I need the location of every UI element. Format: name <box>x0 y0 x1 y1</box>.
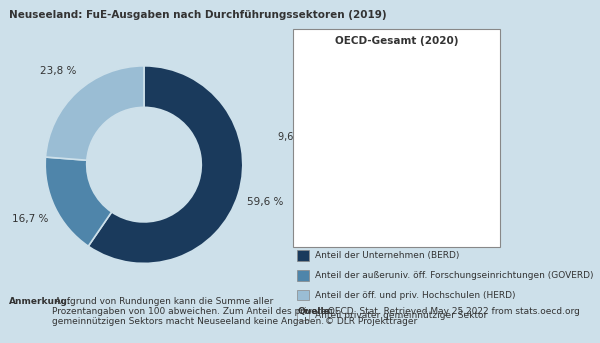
Text: 71,5 %: 71,5 % <box>460 206 494 216</box>
Text: Neuseeland: FuE-Ausgaben nach Durchführungssektoren (2019): Neuseeland: FuE-Ausgaben nach Durchführu… <box>9 10 386 20</box>
Wedge shape <box>326 71 389 129</box>
Text: Anteil der Unternehmen (BERD): Anteil der Unternehmen (BERD) <box>315 251 460 260</box>
Text: 23,8 %: 23,8 % <box>40 67 77 76</box>
Text: OECD. Stat. Retrieved May 25,2022 from stats.oecd.org
© DLR Projektträger: OECD. Stat. Retrieved May 25,2022 from s… <box>325 307 580 327</box>
Text: Anteil der öff. und priv. Hochschulen (HERD): Anteil der öff. und priv. Hochschulen (H… <box>315 291 515 300</box>
Text: Anteil privater gemeinnütziger Sektor: Anteil privater gemeinnütziger Sektor <box>315 311 487 320</box>
Wedge shape <box>322 70 472 221</box>
Text: Anteil der außeruniv. öff. Forschungseinrichtungen (GOVERD): Anteil der außeruniv. öff. Forschungsein… <box>315 271 593 280</box>
Text: 9,6 %: 9,6 % <box>278 132 306 142</box>
Text: OECD-Gesamt (2020): OECD-Gesamt (2020) <box>335 36 458 46</box>
Wedge shape <box>45 157 112 246</box>
Wedge shape <box>88 66 243 263</box>
Text: 2,4 %: 2,4 % <box>374 37 401 47</box>
Text: Anmerkung:: Anmerkung: <box>9 297 71 306</box>
Text: Quelle:: Quelle: <box>297 307 334 316</box>
Text: 59,6 %: 59,6 % <box>247 197 283 207</box>
Text: Aufgrund von Rundungen kann die Summe aller
Prozentangaben von 100 abweichen. Zu: Aufgrund von Rundungen kann die Summe al… <box>52 297 332 327</box>
Wedge shape <box>320 117 355 162</box>
Wedge shape <box>385 70 396 103</box>
Text: 16,4 %: 16,4 % <box>314 59 348 69</box>
Wedge shape <box>46 66 144 160</box>
Text: 16,7 %: 16,7 % <box>11 214 48 224</box>
